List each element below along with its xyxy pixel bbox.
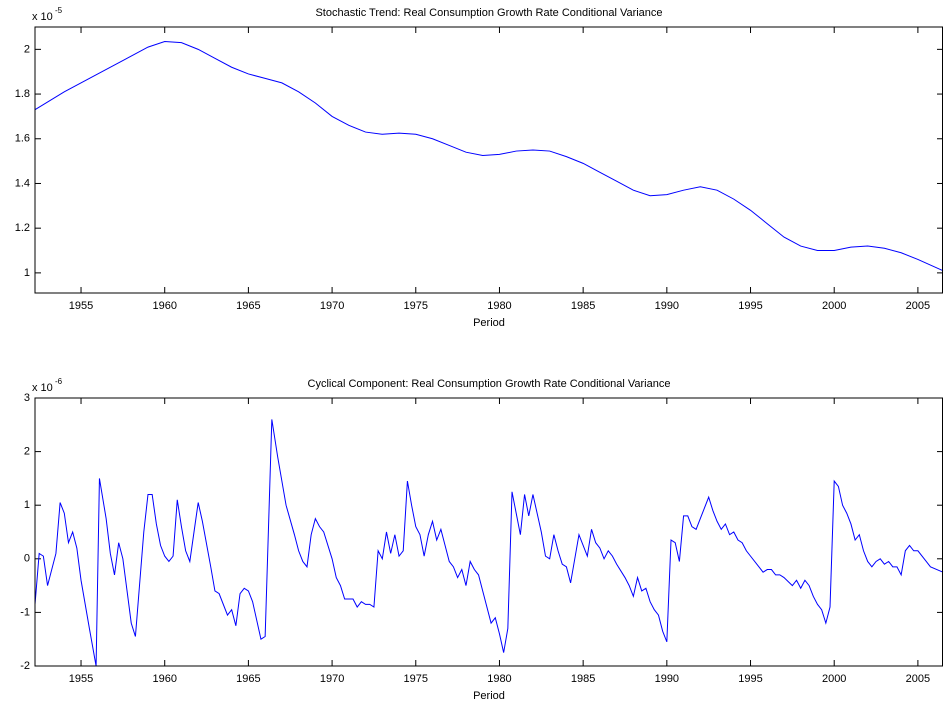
series-line xyxy=(34,41,944,272)
x-tick-label: 1960 xyxy=(152,300,176,312)
plot-area xyxy=(35,398,943,666)
y-exponent: -6 xyxy=(55,377,63,386)
x-tick-label: 1975 xyxy=(404,673,428,685)
chart-title: Cyclical Component: Real Consumption Gro… xyxy=(308,378,671,390)
y-tick-label: 1.4 xyxy=(15,177,30,189)
x-tick-label: 1995 xyxy=(738,300,762,312)
x-tick-label: 1980 xyxy=(487,673,511,685)
y-tick-label: -1 xyxy=(20,606,30,618)
y-tick-label: -2 xyxy=(20,660,30,672)
x-tick-label: 1985 xyxy=(571,673,595,685)
x-tick-label: 1965 xyxy=(236,673,260,685)
x-tick-label: 1985 xyxy=(571,300,595,312)
x-tick-label: 2000 xyxy=(822,673,846,685)
y-tick-label: 0 xyxy=(24,553,30,565)
x-tick-label: 1955 xyxy=(69,673,93,685)
x-tick-label: 1980 xyxy=(487,300,511,312)
plot-area xyxy=(35,27,943,293)
y-tick-label: 3 xyxy=(24,392,30,404)
series-line xyxy=(34,419,944,667)
x-axis-label: Period xyxy=(473,317,505,329)
y-tick-label: 1 xyxy=(24,267,30,279)
chart-title: Stochastic Trend: Real Consumption Growt… xyxy=(315,7,662,19)
y-multiplier: x 10 xyxy=(32,382,53,394)
y-tick-label: 1.2 xyxy=(15,222,30,234)
x-tick-label: 1995 xyxy=(738,673,762,685)
y-tick-label: 2 xyxy=(24,43,30,55)
x-tick-label: 1975 xyxy=(404,300,428,312)
axes-box xyxy=(34,26,943,294)
x-tick-label: 1970 xyxy=(320,300,344,312)
y-multiplier: x 10 xyxy=(32,11,53,23)
x-tick-label: 1960 xyxy=(152,673,176,685)
x-tick-label: 1990 xyxy=(655,673,679,685)
x-tick-label: 1965 xyxy=(236,300,260,312)
x-tick-label: 2005 xyxy=(906,300,930,312)
y-tick-label: 2 xyxy=(24,446,30,458)
x-tick-label: 2005 xyxy=(906,673,930,685)
x-tick-label: 1990 xyxy=(655,300,679,312)
x-tick-label: 1970 xyxy=(320,673,344,685)
x-axis-label: Period xyxy=(473,690,505,702)
axes-box xyxy=(34,397,943,667)
x-tick-label: 1955 xyxy=(69,300,93,312)
y-tick-label: 1.8 xyxy=(15,88,30,100)
x-tick-label: 2000 xyxy=(822,300,846,312)
y-tick-label: 1 xyxy=(24,499,30,511)
y-exponent: -5 xyxy=(55,6,63,15)
y-tick-label: 1.6 xyxy=(15,133,30,145)
